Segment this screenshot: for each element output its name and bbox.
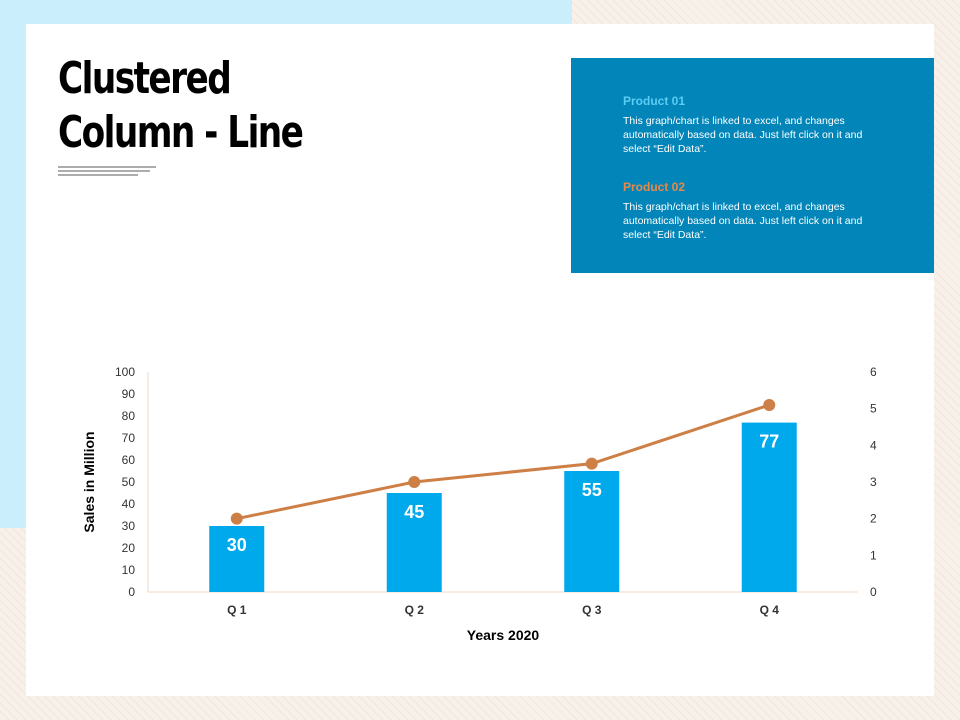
line-point-product-02 [408,476,421,488]
y2-tick-label: 6 [870,365,877,379]
y2-tick-label: 1 [870,548,877,562]
bar-product-01 [741,422,797,592]
line-product-02 [236,403,770,521]
legend-info-box: Product 01 This graph/chart is linked to… [571,58,934,273]
x-tick-label: Q 4 [760,603,780,617]
y-tick-label: 60 [122,453,136,467]
y2-tick-label: 0 [870,585,877,599]
page-title: Clustered Column - Line [58,52,304,160]
x-tick-label: Q 3 [582,603,602,617]
y-tick-label: 80 [122,409,136,423]
bar-data-label: 45 [404,502,424,522]
y-tick-label: 0 [128,585,135,599]
y-tick-label: 20 [122,541,136,555]
y-tick-label: 40 [122,497,136,511]
y2-tick-label: 5 [870,402,877,416]
legend-product-02-desc: This graph/chart is linked to excel, and… [623,201,863,241]
legend-product-02-name: Product 02 [623,180,686,194]
y-tick-label: 30 [122,519,136,533]
legend-product-01-name: Product 01 [623,94,686,108]
bar-data-label: 77 [759,432,779,452]
line-point-product-02 [763,399,776,411]
y2-tick-label: 4 [870,438,877,452]
bar-product-01 [564,471,620,592]
y2-tick-label: 2 [870,512,877,526]
bar-product-01 [386,493,442,592]
y-axis-title: Sales in Million [81,431,97,532]
y-tick-label: 10 [122,563,136,577]
y-tick-label: 70 [122,431,136,445]
title-underline-decoration [58,166,156,176]
line-point-product-02 [585,457,598,470]
legend-product-01: Product 01 This graph/chart is linked to… [623,94,863,156]
title-line-2: Column - Line [58,107,304,158]
x-tick-label: Q 2 [405,603,425,617]
title-line-1: Clustered [58,53,232,104]
x-axis-title: Years 2020 [467,627,540,643]
x-tick-label: Q 1 [227,603,247,617]
legend-product-02: Product 02 This graph/chart is linked to… [623,180,863,242]
legend-product-01-desc: This graph/chart is linked to excel, and… [623,115,863,155]
y-tick-label: 50 [122,475,136,489]
bar-data-label: 55 [582,480,602,500]
bar-product-01 [209,526,265,592]
y-tick-label: 90 [122,387,136,401]
y2-tick-label: 3 [870,475,877,489]
y-tick-label: 100 [115,365,135,379]
bar-data-label: 30 [227,535,247,555]
line-point-product-02 [230,512,243,525]
